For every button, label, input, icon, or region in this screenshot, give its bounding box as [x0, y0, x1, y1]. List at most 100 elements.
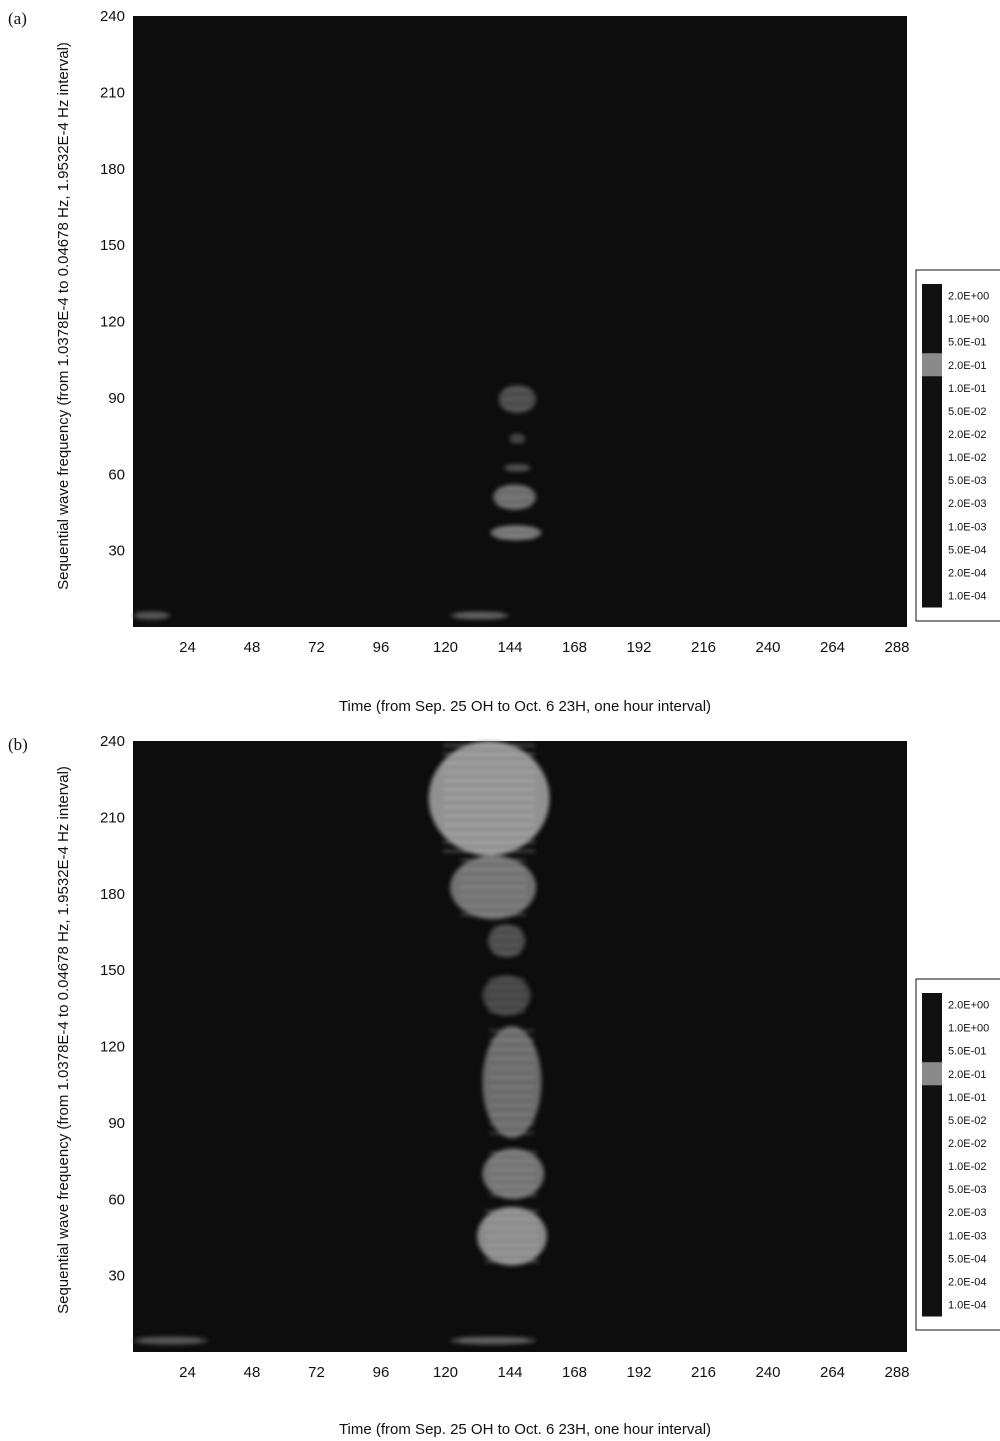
heatmap-a-x-tick-label: 96	[373, 639, 390, 656]
heatmap-a-legend-swatch	[922, 445, 942, 470]
heatmap-a-legend-swatch	[922, 560, 942, 585]
heatmap-b-legend-swatch	[922, 1177, 942, 1202]
heatmap-a-energy-region	[503, 464, 531, 472]
heatmap-a-legend-swatch	[922, 491, 942, 516]
heatmap-a-x-axis: 24 48 72 96 120 144 168 192 216 240 264 288	[179, 639, 909, 656]
heatmap-a-legend: 2.0E+00 1.0E+00 5.0E-01 2.0E-01 1.0E-01 5.0E-…	[915, 269, 1000, 622]
heatmap-b-legend-label: 1.0E-03	[948, 1230, 987, 1242]
heatmap-a-legend-swatch	[922, 468, 942, 493]
heatmap-a-x-tick-label: 168	[562, 639, 587, 656]
heatmap-b-energy-regions	[133, 741, 550, 1345]
heatmap-b-legend-label: 5.0E-02	[948, 1115, 987, 1127]
heatmap-a-y-axis: 30 60 90 120 150 180 210 240	[100, 8, 125, 560]
heatmap-a-energy-regions	[133, 385, 542, 620]
heatmap-b-x-tick-label: 264	[820, 1364, 845, 1381]
heatmap-a-legend-swatch	[922, 399, 942, 423]
heatmap-b-legend-label: 2.0E-02	[948, 1138, 987, 1150]
heatmap-b-legend-label: 2.0E-01	[948, 1069, 987, 1081]
heatmap-b-y-tick-label: 30	[108, 1268, 125, 1285]
heatmap-a-legend-label: 5.0E-02	[948, 406, 987, 418]
heatmap-a-legend-label: 1.0E-01	[948, 383, 987, 395]
heatmap-b-y-tick-label: 240	[100, 733, 125, 750]
heatmap-b-x-tick-label: 216	[691, 1364, 716, 1381]
heatmap-a-y-tick-label: 240	[100, 8, 125, 25]
heatmap-b-legend-swatch	[922, 1200, 942, 1225]
heatmap-b-legend-swatch	[922, 1223, 942, 1248]
heatmap-b-energy-region	[482, 1148, 545, 1200]
heatmap-b-legend-swatch	[922, 1246, 942, 1271]
heatmap-a-x-tick-label: 24	[179, 639, 196, 656]
heatmap-b-legend-swatch	[922, 1016, 942, 1040]
heatmap-b-legend-swatch	[922, 1039, 942, 1063]
heatmap-a-legend-swatch	[922, 537, 942, 562]
heatmap-b-x-tick-label: 144	[497, 1364, 522, 1381]
heatmap-b-energy-region	[450, 1336, 537, 1345]
heatmap-b-legend-label: 1.0E-01	[948, 1092, 987, 1104]
heatmap-a-legend-label: 1.0E-02	[948, 452, 987, 464]
panel-label-a: (a)	[8, 9, 27, 28]
heatmap-b-x-tick-label: 72	[308, 1364, 325, 1381]
heatmap-a-energy-region	[133, 611, 171, 620]
heatmap-a-legend-swatch	[922, 353, 942, 377]
heatmap-a-energy-region	[490, 525, 542, 541]
heatmap-a-x-tick-label: 72	[308, 639, 325, 656]
heatmap-a-legend-label: 1.0E-03	[948, 521, 987, 533]
heatmap-a-x-axis-title: Time (from Sep. 25 OH to Oct. 6 23H, one…	[339, 698, 711, 715]
heatmap-b-x-axis: 24 48 72 96 120 144 168 192 216 240 264 288	[179, 1364, 909, 1381]
heatmap-b-legend-swatch	[922, 1292, 942, 1317]
heatmap-a-x-tick-label: 192	[626, 639, 651, 656]
heatmap-a-x-tick-label: 216	[691, 639, 716, 656]
heatmap-b-legend-label: 1.0E-04	[948, 1299, 987, 1311]
heatmap-a-legend-label: 2.0E+00	[948, 291, 989, 303]
heatmap-a-x-tick-label: 48	[244, 639, 261, 656]
heatmap-a-legend-label: 5.0E-01	[948, 337, 987, 349]
heatmap-b-legend-label: 5.0E-04	[948, 1253, 987, 1265]
heatmap-a-plot-area	[133, 16, 907, 627]
heatmap-b-y-tick-label: 150	[100, 962, 125, 979]
heatmap-b-y-tick-label: 90	[108, 1115, 125, 1132]
heatmap-a-legend-swatch	[922, 330, 942, 354]
heatmap-b-y-axis-title: Sequential wave frequency (from 1.0378E-…	[55, 766, 72, 1314]
heatmap-b-energy-region	[482, 1026, 542, 1139]
heatmap-b-legend-swatch	[922, 1108, 942, 1132]
heatmap-a-legend-label: 5.0E-04	[948, 544, 987, 556]
heatmap-a-legend-label: 1.0E-04	[948, 590, 987, 602]
heatmap-b-legend-label: 2.0E-03	[948, 1207, 987, 1219]
heatmap-a-x-tick-label: 288	[884, 639, 909, 656]
heatmap-b-legend: 2.0E+00 1.0E+00 5.0E-01 2.0E-01 1.0E-01 5.0E-…	[915, 978, 1000, 1331]
heatmap-a-y-axis-title: Sequential wave frequency (from 1.0378E-…	[55, 42, 72, 590]
heatmap-b-x-tick-label: 48	[244, 1364, 261, 1381]
heatmap-a-x-tick-label: 240	[755, 639, 780, 656]
heatmap-b-x-axis-title: Time (from Sep. 25 OH to Oct. 6 23H, one…	[339, 1421, 711, 1438]
heatmap-b-y-axis: 30 60 90 120 150 180 210 240	[100, 733, 125, 1285]
heatmap-a-y-tick-label: 60	[108, 466, 125, 483]
heatmap-a-x-tick-label: 144	[497, 639, 522, 656]
heatmap-b-legend-label: 5.0E-01	[948, 1046, 987, 1058]
heatmap-b-y-tick-label: 180	[100, 886, 125, 903]
heatmap-b-legend-swatch	[922, 1062, 942, 1086]
heatmap-b-x-tick-label: 168	[562, 1364, 587, 1381]
heatmap-a-energy-region	[509, 433, 526, 444]
heatmap-b-x-tick-label: 24	[179, 1364, 196, 1381]
heatmap-a-legend-label: 2.0E-03	[948, 498, 987, 510]
heatmap-a-y-tick-label: 90	[108, 390, 125, 407]
panel-a: (a) 30 60 90 120 150 180 210 240 24 48 72 96 120 144…	[8, 8, 1000, 715]
heatmap-b-y-tick-label: 60	[108, 1191, 125, 1208]
heatmap-b-legend-swatch	[922, 1131, 942, 1155]
heatmap-b-energy-region	[133, 1336, 209, 1345]
heatmap-a-legend-label: 5.0E-03	[948, 475, 987, 487]
heatmap-b-legend-swatch	[922, 1269, 942, 1294]
heatmap-b-legend-swatch	[922, 1085, 942, 1109]
heatmap-a-y-tick-label: 180	[100, 161, 125, 178]
heatmap-a-legend-label: 2.0E-02	[948, 429, 987, 441]
heatmap-b-x-tick-label: 96	[373, 1364, 390, 1381]
heatmap-b-energy-region	[487, 924, 526, 958]
heatmap-b-legend-swatch	[922, 993, 942, 1017]
heatmap-b-legend-label: 5.0E-03	[948, 1184, 987, 1196]
heatmap-a-legend-swatch	[922, 284, 942, 308]
heatmap-a-legend-swatch	[922, 583, 942, 608]
heatmap-a-legend-swatch	[922, 376, 942, 400]
panel-b: (b) 30 60 90 120 150 180 210 240 24 48 72 96 120 144…	[8, 733, 1000, 1438]
heatmap-a-y-tick-label: 120	[100, 314, 125, 331]
heatmap-a-legend-label: 2.0E-04	[948, 567, 987, 579]
